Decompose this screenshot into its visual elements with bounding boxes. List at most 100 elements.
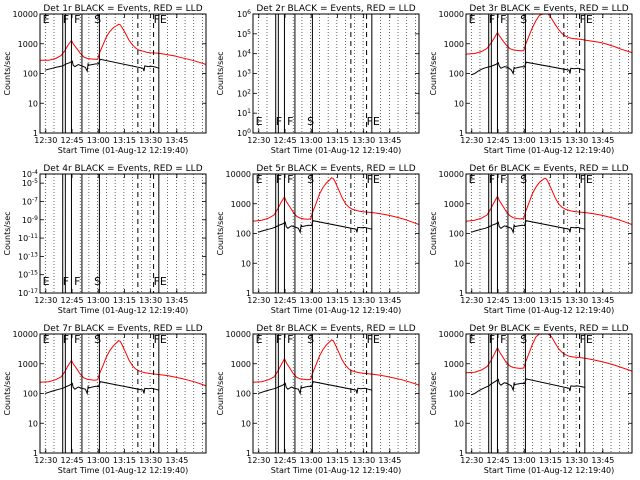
y-tick-label: 1000 [18, 40, 38, 49]
x-tick-label: 12:30 [247, 136, 270, 145]
y-axis-label: Counts/sec [429, 371, 438, 415]
x-axis-label: Start Time (01-Aug-12 12:19:40) [484, 466, 615, 475]
y-tick-label: 10000 [439, 330, 464, 339]
y-tick-label: 101 [237, 108, 251, 118]
annotation-label: F [74, 333, 80, 346]
annotation-label: S [520, 333, 527, 346]
x-tick-label: 12:45 [273, 136, 296, 145]
annotation-label: F [287, 115, 293, 128]
y-tick-label: 10000 [226, 330, 251, 339]
annotation-label: E [469, 173, 476, 186]
x-tick-label: 13:00 [87, 296, 110, 305]
annotation-label: F [63, 13, 69, 26]
y-tick-label: 100 [23, 390, 38, 399]
annotation-label: FE [154, 13, 167, 26]
x-tick-label: 12:45 [60, 136, 83, 145]
events-series [45, 58, 159, 73]
panel-title: Det 1r BLACK = Events, RED = LLD [43, 4, 202, 14]
annotation-label: FE [154, 333, 167, 346]
x-tick-label: 13:00 [300, 136, 323, 145]
x-tick-label: 13:15 [326, 136, 349, 145]
y-tick-label: 10000 [13, 10, 38, 19]
y-tick-label: 10-17 [18, 288, 38, 298]
x-tick-label: 13:15 [539, 136, 562, 145]
annotation-label: S [94, 275, 101, 288]
annotation-label: E [256, 115, 263, 128]
y-axis-label: Counts/sec [3, 51, 12, 95]
x-tick-label: 13:15 [113, 456, 136, 465]
x-tick-label: 13:30 [352, 136, 375, 145]
annotation-label: FE [580, 13, 593, 26]
panel-title: Det 7r BLACK = Events, RED = LLD [43, 324, 202, 334]
annotation-label: F [287, 333, 293, 346]
x-tick-label: 13:45 [591, 456, 614, 465]
x-tick-label: 13:45 [378, 456, 401, 465]
x-tick-label: 12:45 [60, 296, 83, 305]
annotation-label: S [307, 333, 314, 346]
annotation-label: S [307, 173, 314, 186]
y-tick-label: 1000 [444, 200, 464, 209]
annotation-label: F [287, 173, 293, 186]
y-tick-label: 103 [237, 69, 251, 79]
annotation-label: F [500, 13, 506, 26]
x-axis-label: Start Time (01-Aug-12 12:19:40) [271, 146, 402, 155]
x-tick-label: 13:15 [539, 296, 562, 305]
x-tick-label: 13:00 [513, 136, 536, 145]
x-tick-label: 13:00 [513, 296, 536, 305]
panel-title: Det 2r BLACK = Events, RED = LLD [256, 4, 415, 14]
y-axis-label: Counts/sec [216, 371, 225, 415]
annotation-label: E [256, 333, 263, 346]
panel-title: Det 8r BLACK = Events, RED = LLD [256, 324, 415, 334]
y-axis-label: Counts/sec [216, 51, 225, 95]
annotation-label: F [63, 275, 69, 288]
x-tick-label: 13:45 [165, 136, 188, 145]
annotation-label: F [74, 275, 80, 288]
y-tick-label: 1000 [444, 40, 464, 49]
annotation-label: FE [367, 333, 380, 346]
events-series [471, 61, 585, 76]
x-tick-label: 13:15 [539, 456, 562, 465]
x-tick-label: 13:30 [565, 456, 588, 465]
x-tick-label: 13:30 [565, 136, 588, 145]
x-tick-label: 13:30 [352, 296, 375, 305]
y-tick-label: 10 [454, 419, 464, 428]
x-tick-label: 12:30 [247, 296, 270, 305]
y-tick-label: 1000 [18, 360, 38, 369]
events-series [471, 378, 585, 396]
y-tick-label: 100 [449, 390, 464, 399]
x-tick-label: 12:30 [460, 296, 483, 305]
x-tick-label: 13:15 [113, 296, 136, 305]
annotation-label: S [307, 115, 314, 128]
x-tick-label: 13:15 [326, 456, 349, 465]
x-tick-label: 12:45 [486, 136, 509, 145]
y-tick-label: 10-4 [22, 169, 38, 179]
lld-series [252, 339, 420, 386]
x-tick-label: 13:45 [591, 296, 614, 305]
y-tick-label: 100 [237, 128, 251, 138]
x-tick-label: 12:45 [273, 296, 296, 305]
y-tick-label: 10 [454, 259, 464, 268]
panel-title: Det 3r BLACK = Events, RED = LLD [469, 4, 628, 14]
annotation-label: F [63, 333, 69, 346]
panel-title: Det 9r BLACK = Events, RED = LLD [469, 324, 628, 334]
lld-series [465, 177, 633, 225]
y-tick-label: 10-13 [18, 251, 38, 261]
x-tick-label: 12:45 [273, 456, 296, 465]
x-tick-label: 13:30 [565, 296, 588, 305]
annotation-label: F [276, 115, 282, 128]
annotation-label: FE [580, 173, 593, 186]
y-tick-label: 1 [246, 289, 251, 298]
x-tick-label: 12:30 [34, 296, 57, 305]
x-tick-label: 13:45 [591, 136, 614, 145]
x-tick-label: 13:45 [165, 456, 188, 465]
x-axis-label: Start Time (01-Aug-12 12:19:40) [484, 306, 615, 315]
y-tick-label: 100 [449, 70, 464, 79]
y-axis-label: Counts/sec [216, 211, 225, 255]
lld-series [39, 339, 207, 387]
x-tick-label: 13:30 [139, 456, 162, 465]
y-axis-label: Counts/sec [429, 211, 438, 255]
annotation-label: E [469, 13, 476, 26]
y-tick-label: 1000 [231, 200, 251, 209]
x-tick-label: 12:45 [486, 296, 509, 305]
